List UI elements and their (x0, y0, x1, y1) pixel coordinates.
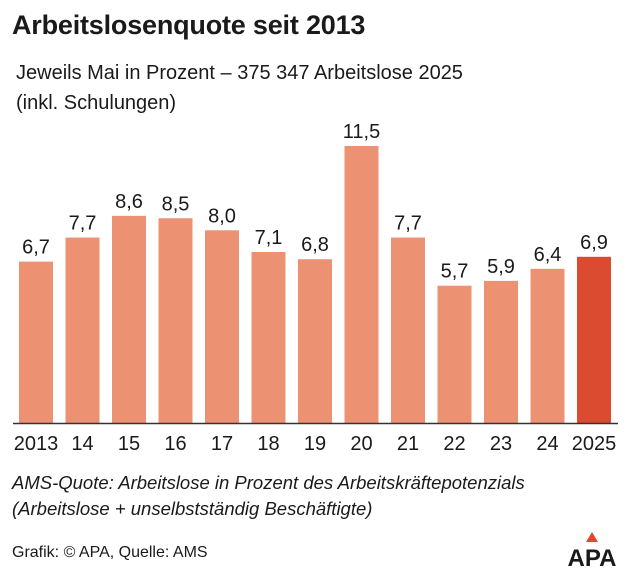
x-tick-label-18: 18 (257, 433, 279, 455)
footnote-line-2: (Arbeitslose + unselbstständig Beschäfti… (12, 498, 373, 519)
bar-23 (484, 280, 518, 423)
bar-14 (65, 237, 100, 423)
source-credit: Grafik: © APA, Quelle: AMS (12, 544, 208, 561)
chart-title: Arbeitslosenquote seit 2013 (12, 10, 366, 40)
bar-20 (344, 146, 379, 423)
apa-logo-triangle (586, 532, 598, 542)
bar-chart: 6,7 7,7 8,6 8,5 8,0 7,1 6,8 11,5 7,7 5,7 5,9 6,4 6,9… (13, 121, 618, 455)
value-labels-group: 6,7 7,7 8,6 8,5 8,0 7,1 6,8 11,5 7,7 5,7 5,9 6,4 6,9 (22, 121, 608, 283)
x-tick-label-19: 19 (304, 433, 326, 455)
value-label-17: 8,0 (208, 205, 236, 227)
footnote-line-1: AMS-Quote: Arbeitslose in Prozent des Ar… (12, 472, 525, 493)
value-label-24: 6,4 (534, 244, 562, 266)
value-label-19: 6,8 (301, 234, 329, 256)
x-tick-label-16: 16 (164, 433, 186, 455)
bars-group (19, 146, 611, 423)
apa-logo: APA (568, 532, 617, 570)
x-tick-label-2013: 2013 (14, 433, 59, 455)
value-label-18: 7,1 (255, 227, 283, 249)
apa-logo-text: APA (568, 545, 617, 570)
x-tick-label-20: 20 (350, 433, 372, 455)
x-tick-label-22: 22 (443, 433, 465, 455)
x-tick-label-14: 14 (71, 433, 93, 455)
x-tick-label-17: 17 (211, 433, 233, 455)
subtitle-line-2: (inkl. Schulungen) (16, 92, 177, 114)
value-label-2025: 6,9 (580, 232, 608, 254)
x-tick-labels-group: 2013 14 15 16 17 18 19 20 21 22 23 24 2025 (14, 433, 617, 455)
x-tick-label-15: 15 (118, 433, 140, 455)
value-label-16: 8,5 (162, 193, 190, 215)
value-label-14: 7,7 (69, 213, 97, 235)
bar-22 (437, 285, 472, 423)
bar-2025 (577, 256, 611, 423)
bar-17 (205, 230, 239, 423)
value-label-21: 7,7 (394, 213, 422, 235)
bar-16 (158, 218, 193, 423)
x-tick-label-23: 23 (490, 433, 512, 455)
value-label-22: 5,7 (441, 261, 469, 283)
subtitle-line-1: Jeweils Mai in Prozent – 375 347 Arbeits… (16, 62, 463, 84)
footnote: AMS-Quote: Arbeitslose in Prozent des Ar… (12, 470, 622, 522)
value-label-23: 5,9 (487, 256, 515, 278)
value-label-20: 11,5 (343, 121, 380, 143)
bar-21 (391, 237, 425, 423)
x-tick-label-2025: 2025 (572, 433, 617, 455)
value-label-15: 8,6 (115, 191, 143, 213)
bar-24 (530, 268, 565, 423)
value-label-2013: 6,7 (22, 237, 50, 259)
bar-19 (298, 259, 332, 423)
bar-2013 (19, 261, 53, 423)
bar-18 (251, 251, 286, 423)
bar-15 (112, 215, 146, 423)
chart-subtitle: Jeweils Mai in Prozent – 375 347 Arbeits… (16, 58, 616, 118)
x-tick-label-21: 21 (397, 433, 419, 455)
x-tick-label-24: 24 (536, 433, 558, 455)
